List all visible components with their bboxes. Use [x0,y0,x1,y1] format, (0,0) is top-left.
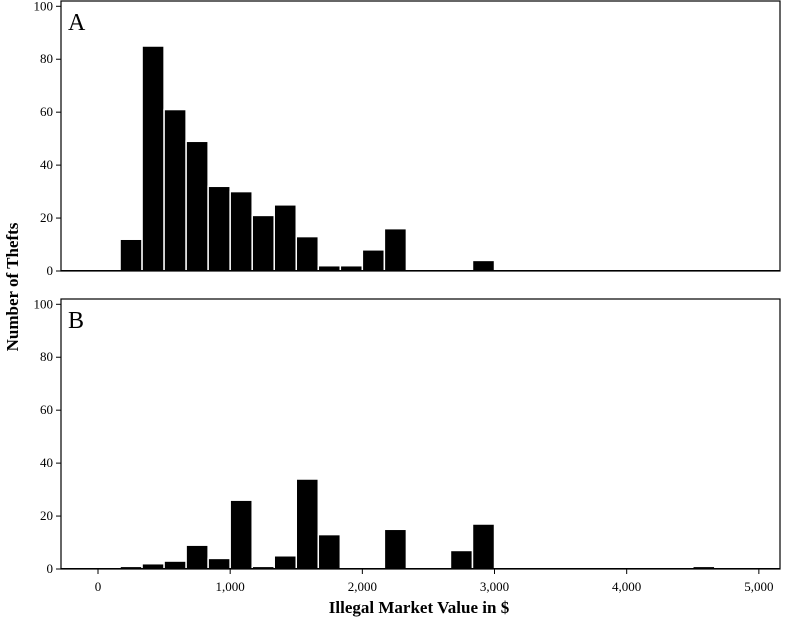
histogram-bar-b [449,549,474,570]
histogram-bar-b [185,544,209,570]
histogram-bar-b [317,533,342,570]
panel-a: 0 20 40 60 80 100 A [34,0,781,278]
histogram-bar-b [273,555,298,570]
histogram-bar-b [207,557,231,570]
x-tick-label: 5,000 [744,579,773,594]
histogram-bar-a [251,214,275,272]
histogram-bar-a [229,190,253,272]
histogram-bar-a [383,227,408,272]
x-tick-label: 4,000 [612,579,641,594]
y-tick-label-b: 40 [40,455,53,470]
histogram-bar-a [295,235,320,272]
y-tick-label-b: 100 [34,296,54,311]
y-tick-label-a: 40 [40,157,53,172]
y-axis-title: Number of Thefts [3,222,22,351]
y-tick-label-a: 80 [40,51,53,66]
y-tick-label-a: 100 [34,0,54,13]
histogram-bar-b [163,560,187,570]
y-tick-label-b: 20 [40,508,53,523]
panel-b: 0 20 40 60 80 100 B [34,296,781,576]
histogram-bar-a [273,204,298,272]
x-tick-label: 1,000 [216,579,245,594]
histogram-bar-a [141,45,165,272]
histogram-bar-a [119,238,143,272]
plot-frame-b [60,298,781,570]
x-axis: 0 1,000 2,000 3,000 4,000 5,000 [95,569,773,594]
histogram-bar-a [163,108,187,272]
histogram-bar-a [185,140,209,272]
x-axis-title: Illegal Market Value in $ [329,598,510,617]
y-tick-label-b: 80 [40,349,53,364]
histogram-bar-b [471,523,496,570]
y-tick-label-a: 20 [40,210,53,225]
histogram-bar-a [361,249,386,272]
plot-frame-a [60,0,781,272]
x-tick-label: 3,000 [480,579,509,594]
histogram-bar-a [471,259,496,272]
histogram-bar-b [295,478,320,570]
panel-label-a: A [68,10,86,36]
y-tick-label-a: 60 [40,104,53,119]
y-tick-label-b: 0 [47,561,54,576]
y-tick-label-a: 0 [47,263,54,278]
x-tick-label: 2,000 [348,579,377,594]
y-tick-label-b: 60 [40,402,53,417]
histogram-bar-b [229,499,253,570]
x-tick-label: 0 [95,579,102,594]
histogram-bar-b [383,528,408,570]
panel-label-b: B [68,308,84,334]
histogram-bar-a [207,185,231,272]
